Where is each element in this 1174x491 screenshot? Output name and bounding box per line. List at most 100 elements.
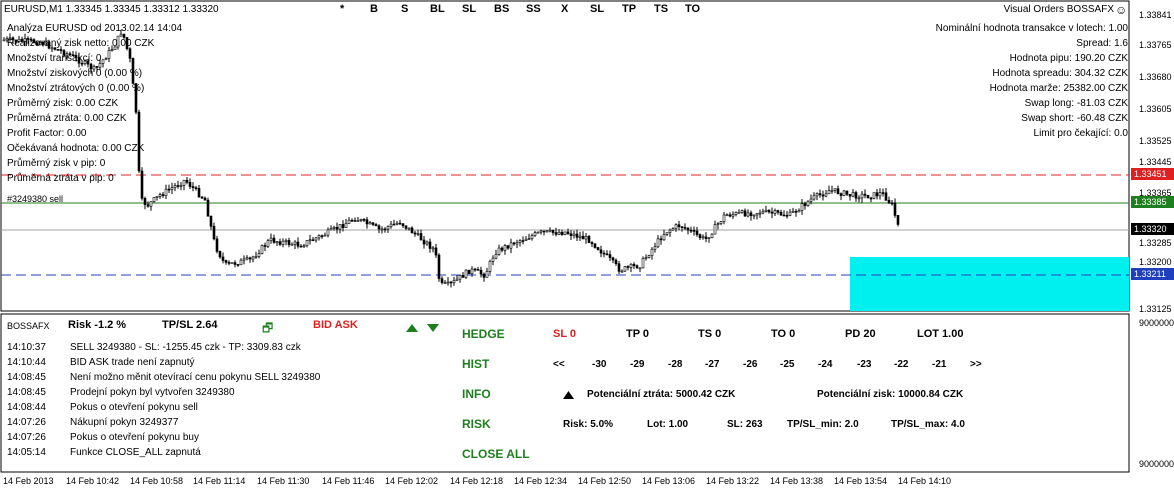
candle-body — [749, 212, 753, 217]
hist-nav-item[interactable]: -30 — [592, 359, 607, 370]
candle-body — [329, 228, 333, 231]
setting-pd[interactable]: PD 20 — [845, 328, 876, 340]
panel-button-star[interactable]: * — [340, 3, 345, 15]
candle-body — [131, 58, 135, 84]
restore-window-icon[interactable]: 🗗 — [262, 321, 274, 335]
hist-nav-item[interactable]: -25 — [780, 359, 795, 370]
candle-body — [221, 256, 225, 261]
candle-body — [698, 234, 702, 239]
indicator-name: BOSSAFX — [7, 321, 50, 331]
candle-body — [59, 49, 63, 51]
panel-button-buy-limit[interactable]: BL — [430, 3, 445, 15]
candle-body — [485, 271, 489, 278]
candle-body — [314, 237, 318, 241]
stat-avg-profit: Průměrný zisk: 0.00 CZK — [7, 98, 119, 109]
panel-button-take-order[interactable]: TO — [685, 3, 701, 15]
hist-button[interactable]: HIST — [462, 357, 490, 371]
candle-body — [266, 240, 270, 247]
candle-body — [656, 238, 660, 248]
panel-button-take-profit[interactable]: TP — [622, 3, 637, 15]
info-swap-long: Swap long: -81.03 CZK — [1024, 98, 1128, 109]
candle-body — [92, 66, 96, 70]
hist-nav-item[interactable]: -23 — [857, 359, 872, 370]
candle-body — [359, 219, 363, 221]
setting-sl[interactable]: SL 0 — [553, 328, 577, 340]
panel-button-sell-stop[interactable]: SS — [526, 3, 541, 15]
candle-body — [506, 245, 510, 249]
candle-body — [611, 257, 615, 261]
candle-body — [866, 195, 870, 199]
candle-body — [896, 215, 900, 225]
info-button[interactable]: INFO — [462, 387, 491, 401]
hist-nav-item[interactable]: -22 — [894, 359, 909, 370]
panel-button-stop-loss[interactable]: SL — [590, 3, 605, 15]
hist-nav-first[interactable]: << — [553, 359, 565, 370]
setting-ts[interactable]: TS 0 — [698, 328, 722, 340]
candle-body — [275, 241, 279, 243]
hist-nav-item[interactable]: -28 — [668, 359, 683, 370]
info-spread-value: Hodnota spreadu: 304.32 CZK — [992, 68, 1128, 79]
close-all-button[interactable]: CLOSE ALL — [462, 447, 530, 461]
candle-body — [572, 233, 576, 236]
panel-button-buy[interactable]: B — [370, 3, 378, 15]
target-zone — [850, 257, 1129, 311]
candle-body — [608, 254, 612, 259]
x-axis-label: 14 Feb 13:06 — [642, 476, 696, 486]
candle-body — [407, 227, 411, 230]
candle-body — [83, 60, 87, 64]
candle-body — [626, 266, 630, 268]
candle-body — [2, 39, 6, 42]
candle-body — [341, 224, 345, 228]
hist-nav-item[interactable]: -24 — [818, 359, 833, 370]
candle-body — [263, 245, 267, 247]
log-row: 14:08:44 Pokus o otevření pokynu sell — [7, 402, 198, 413]
arrow-up-down-icons[interactable] — [406, 323, 440, 332]
hist-nav-item[interactable]: -21 — [932, 359, 947, 370]
ea-name: Visual Orders BOSSAFX — [1003, 4, 1114, 15]
candle-body — [845, 190, 849, 195]
hist-nav-item[interactable]: -27 — [705, 359, 720, 370]
candle-body — [347, 219, 351, 224]
sl-value: SL: 263 — [727, 419, 763, 430]
panel-button-buy-stop[interactable]: BS — [494, 3, 510, 15]
candle-body — [311, 239, 315, 242]
hist-nav-last[interactable]: >> — [970, 359, 982, 370]
candle-body — [875, 192, 879, 197]
candle-body — [482, 273, 486, 278]
candle-body — [584, 235, 588, 240]
bid-ask-toggle[interactable]: BID ASK — [313, 319, 358, 331]
candle-body — [557, 231, 561, 235]
hist-nav-item[interactable]: -26 — [743, 359, 758, 370]
candle-body — [728, 214, 732, 217]
chart-title: EURUSD,M1 1.33345 1.33345 1.33312 1.3332… — [4, 4, 219, 15]
candle-body — [707, 237, 711, 239]
setting-tp[interactable]: TP 0 — [626, 328, 650, 340]
hist-nav-item[interactable]: -29 — [630, 359, 645, 370]
candle-body — [320, 235, 324, 237]
candle-body — [449, 281, 453, 284]
candle-body — [614, 259, 618, 265]
tpsl-min-value: TP/SL_min: 2.0 — [787, 419, 859, 430]
candle-body — [272, 237, 276, 243]
candle-body — [635, 265, 639, 269]
y-axis-label: 1.33765 — [1139, 40, 1172, 50]
x-axis-label: 14 Feb 13:54 — [834, 476, 888, 486]
candle-body — [461, 275, 465, 278]
setting-to[interactable]: TO 0 — [771, 328, 796, 340]
candle-body — [11, 37, 15, 41]
setting-lot[interactable]: LOT 1.00 — [917, 328, 964, 340]
hedge-button[interactable]: HEDGE — [462, 327, 505, 341]
candle-body — [689, 229, 693, 232]
candle-body — [419, 233, 423, 241]
panel-button-trailing-stop[interactable]: TS — [654, 3, 669, 15]
risk-value: Risk: 5.0% — [563, 419, 614, 430]
candle-body — [812, 195, 816, 200]
candle-body — [308, 239, 312, 242]
panel-button-sell[interactable]: S — [401, 3, 409, 15]
candle-body — [644, 257, 648, 259]
candle-body — [197, 188, 201, 198]
panel-button-sell-limit[interactable]: SL — [462, 3, 477, 15]
risk-button[interactable]: RISK — [462, 417, 491, 431]
panel-button-close[interactable]: X — [561, 3, 569, 15]
